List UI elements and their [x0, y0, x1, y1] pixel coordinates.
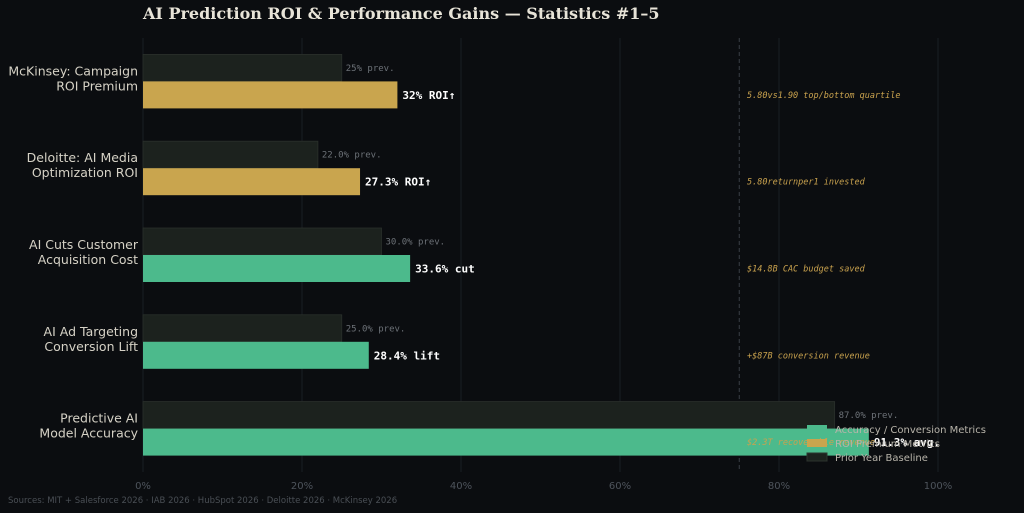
bar-series — [142, 54, 869, 456]
metric-bar-label: 91.3% avg. — [874, 436, 940, 449]
metric-bar — [143, 168, 361, 196]
annotation-note: 5.80vs1.90 top/bottom quartile — [747, 91, 901, 101]
sources-footnote: Sources: MIT + Salesforce 2026 · IAB 202… — [8, 496, 397, 506]
baseline-bar-label: 25.0% prev. — [346, 324, 406, 334]
legend-label: Prior Year Baseline — [835, 453, 928, 464]
legend-swatch — [806, 452, 828, 462]
x-tick-label: 80% — [768, 481, 790, 492]
metric-bar — [143, 428, 869, 456]
category-label: Predictive AI Model Accuracy — [39, 411, 138, 441]
legend-swatch — [807, 425, 827, 433]
legend-label: ROI Premium Metrics — [835, 439, 940, 450]
x-tick-label: 100% — [924, 481, 953, 492]
metric-bar — [143, 81, 398, 109]
grid-lines — [142, 38, 939, 472]
metric-bar — [143, 255, 411, 282]
legend-swatch — [807, 439, 827, 447]
baseline-bar — [142, 54, 343, 82]
metric-bar-label: 32% ROI↑ — [402, 89, 455, 102]
category-labels: McKinsey: Campaign ROI Premium Deloitte: A… — [8, 63, 138, 440]
metric-bar-label: 33.6% cut — [415, 263, 475, 276]
chart-title: AI Prediction ROI & Performance Gains — … — [142, 4, 660, 23]
metric-bar — [143, 341, 369, 369]
category-label: McKinsey: Campaign ROI Premium — [8, 63, 138, 93]
baseline-bar-label: 22.0% prev. — [322, 151, 382, 161]
baseline-bar — [142, 314, 343, 343]
x-tick-labels: 0% 20% 40% 60% 80% 100% — [135, 481, 952, 492]
category-label: Deloitte: AI Media Optimization ROI — [27, 150, 138, 180]
annotations: 5.80vs1.90 top/bottom quartile 5.80return… — [747, 91, 901, 448]
baseline-bar-label: 25% prev. — [346, 64, 395, 74]
x-tick-label: 60% — [609, 481, 631, 492]
x-tick-label: 0% — [135, 481, 151, 492]
baseline-bar-label: 87.0% prev. — [839, 411, 899, 421]
legend-label: Accuracy / Conversion Metrics — [835, 425, 986, 436]
x-tick-label: 40% — [450, 481, 472, 492]
annotation-note: 5.80returnper1 invested — [747, 178, 866, 188]
bar-labels: 25% prev. 32% ROI↑ 22.0% prev. 27.3% ROI↑ 30… — [322, 64, 940, 449]
metric-bar-label: 28.4% lift — [374, 349, 440, 362]
baseline-bar — [142, 140, 319, 169]
annotation-note: +$87B conversion revenue — [747, 351, 870, 361]
x-tick-label: 20% — [291, 481, 313, 492]
category-label: AI Ad Targeting Conversion Lift — [44, 324, 139, 354]
category-label: AI Cuts Customer Acquisition Cost — [29, 237, 139, 267]
baseline-bar-label: 30.0% prev. — [386, 238, 446, 248]
metric-bar-label: 27.3% ROI↑ — [365, 176, 431, 189]
baseline-bar — [142, 227, 382, 256]
baseline-bar — [142, 401, 836, 430]
legend: Accuracy / Conversion Metrics ROI Premium… — [806, 425, 986, 464]
annotation-note: $14.8B CAC budget saved — [747, 265, 866, 275]
